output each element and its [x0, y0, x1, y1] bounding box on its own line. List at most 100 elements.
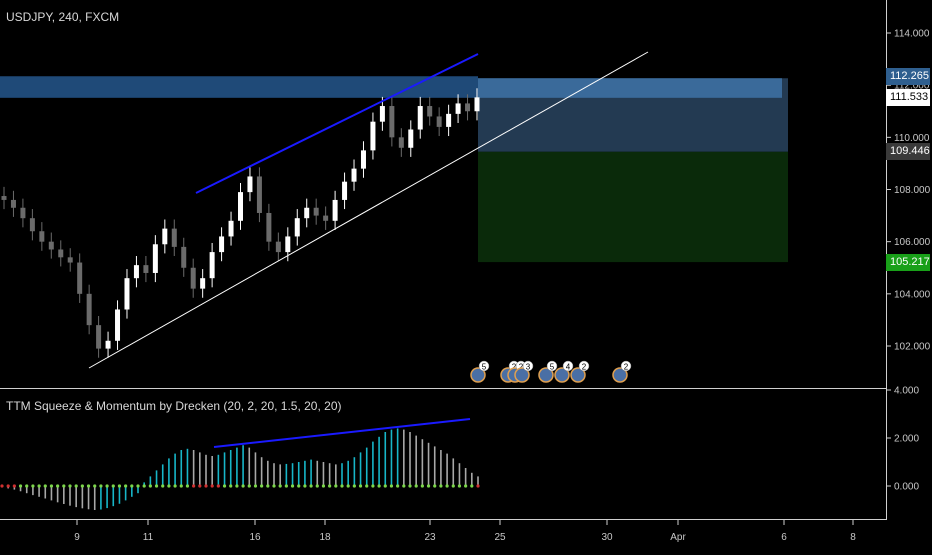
- candle: [96, 325, 102, 349]
- candle: [190, 267, 196, 289]
- candle: [351, 168, 357, 182]
- squeeze-dot: [0, 484, 4, 488]
- squeeze-dot: [86, 484, 91, 488]
- event-count: 2: [512, 363, 517, 372]
- squeeze-dot: [408, 484, 412, 488]
- squeeze-dot: [99, 484, 103, 488]
- candle: [256, 176, 262, 213]
- event-count-bubble: [562, 360, 574, 372]
- squeeze-dot: [389, 484, 394, 488]
- event-count-bubble: [522, 360, 534, 372]
- event-count: 2: [519, 363, 524, 372]
- candle: [143, 265, 149, 273]
- squeeze-dot: [365, 484, 369, 488]
- candle: [39, 231, 45, 242]
- event-count-bubble: [578, 360, 590, 372]
- indicator-tick-label: 2.000: [894, 434, 919, 445]
- event-flag-icon: [554, 367, 570, 383]
- candle: [181, 246, 187, 268]
- event-count-bubble: [478, 360, 490, 372]
- event-count: 2: [624, 363, 629, 372]
- squeeze-dot: [247, 484, 251, 488]
- squeeze-dot: [229, 484, 233, 488]
- squeeze-dot: [297, 484, 301, 488]
- squeeze-dot: [124, 484, 128, 488]
- candle: [455, 103, 461, 114]
- squeeze-dot: [192, 484, 196, 488]
- target-zone-top: [478, 78, 782, 98]
- stop-price-badge: 105.217: [886, 254, 930, 271]
- candle: [152, 244, 158, 273]
- profit-zone: [478, 151, 788, 263]
- squeeze-dot: [309, 484, 313, 488]
- squeeze-dot: [260, 484, 264, 488]
- candle: [323, 215, 329, 221]
- squeeze-dot: [167, 484, 171, 488]
- candle: [313, 207, 319, 216]
- channel-line: [88, 51, 649, 369]
- candle: [162, 228, 168, 245]
- trend-line-indicator: [213, 418, 471, 448]
- squeeze-dot: [445, 484, 449, 488]
- candle: [200, 278, 206, 289]
- x-tick-label: 16: [249, 532, 261, 543]
- candle: [105, 340, 111, 349]
- candle: [465, 103, 471, 112]
- squeeze-dot: [426, 484, 431, 488]
- event-flag-icon: [570, 367, 586, 383]
- squeeze-dot: [49, 484, 54, 488]
- indicator-tick-label: 0.000: [894, 482, 919, 493]
- top-price-badge: 112.265: [886, 68, 930, 85]
- squeeze-dot: [284, 484, 288, 488]
- squeeze-dot: [111, 484, 115, 488]
- event-flag-icon: [538, 367, 554, 383]
- event-count: 2: [582, 363, 587, 372]
- indicator-pane[interactable]: [0, 418, 480, 510]
- candle: [285, 236, 291, 253]
- x-tick-label: 25: [494, 532, 506, 543]
- price-tick-label: 110.000: [894, 133, 930, 144]
- candle: [48, 241, 54, 250]
- indicator-tick-label: 4.000: [894, 386, 919, 397]
- squeeze-dot: [377, 484, 381, 488]
- event-count-bubble: [546, 360, 558, 372]
- squeeze-dot: [290, 484, 295, 488]
- candle: [275, 241, 281, 253]
- candle: [370, 121, 376, 151]
- x-tick-label: 23: [424, 532, 436, 543]
- squeeze-dot: [148, 484, 152, 488]
- squeeze-dot: [321, 484, 326, 488]
- candle: [20, 207, 26, 219]
- candle: [474, 97, 480, 112]
- squeeze-dot: [340, 484, 344, 488]
- candle: [342, 181, 348, 200]
- squeeze-dot: [371, 484, 375, 488]
- price-tick-label: 102.000: [894, 342, 931, 353]
- squeeze-dot: [185, 484, 190, 488]
- candle: [427, 106, 433, 117]
- candle: [124, 278, 130, 310]
- squeeze-dot: [358, 484, 363, 488]
- event-marker: 5: [470, 360, 490, 383]
- candle: [266, 212, 272, 242]
- candle: [332, 199, 338, 221]
- squeeze-dot: [31, 484, 35, 488]
- squeeze-dot: [117, 484, 122, 488]
- squeeze-dot: [136, 484, 140, 488]
- squeeze-dot: [272, 484, 276, 488]
- candle: [29, 218, 35, 232]
- x-tick-label: 30: [601, 532, 613, 543]
- candle: [446, 113, 452, 127]
- candle: [389, 106, 395, 138]
- event-marker: 3: [514, 360, 534, 383]
- squeeze-dot: [303, 484, 307, 488]
- event-marker: 2: [612, 360, 632, 383]
- current-price-badge: 111.533: [886, 89, 930, 106]
- x-tick-label: 8: [850, 532, 856, 543]
- left-zone: [0, 76, 478, 98]
- candle: [86, 293, 92, 326]
- event-flag-icon: [514, 367, 530, 383]
